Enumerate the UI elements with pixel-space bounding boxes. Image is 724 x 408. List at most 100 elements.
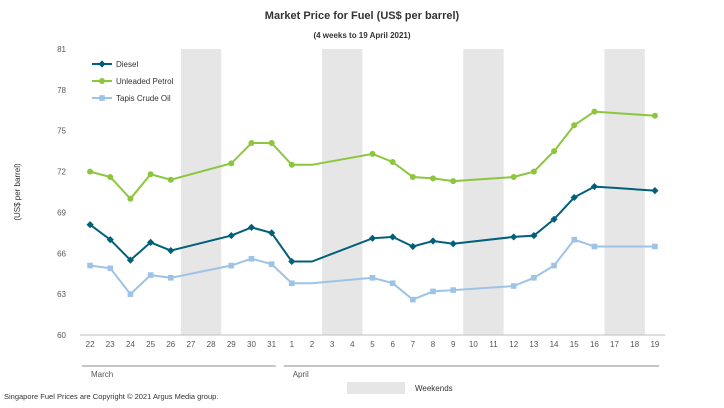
data-point <box>289 280 295 287</box>
data-point <box>410 296 416 303</box>
data-point <box>510 174 517 181</box>
data-point <box>571 122 578 129</box>
y-tick-label: 78 <box>57 86 66 95</box>
month-label: April <box>293 370 309 379</box>
x-tick-label: 25 <box>146 340 155 349</box>
x-tick-label: 15 <box>570 340 579 349</box>
data-point <box>530 168 537 175</box>
series-diesel <box>86 182 659 266</box>
series-lines <box>86 108 659 303</box>
data-point <box>652 243 658 250</box>
x-tick-label: 1 <box>290 340 295 349</box>
legend-item: Tapis Crude Oil <box>92 94 171 103</box>
x-tick-label: 29 <box>227 340 236 349</box>
y-tick-label: 63 <box>57 290 66 299</box>
weekend-legend-swatch <box>347 382 405 394</box>
x-tick-label: 14 <box>550 340 559 349</box>
series-unleaded-petrol <box>87 108 658 202</box>
data-point <box>591 108 598 115</box>
x-tick-label: 26 <box>166 340 175 349</box>
data-point <box>126 256 135 264</box>
data-point <box>87 262 93 269</box>
chart-title: Market Price for Fuel (US$ per barrel) <box>265 10 460 22</box>
y-tick-label: 81 <box>57 45 66 54</box>
data-point <box>449 240 457 248</box>
data-point <box>227 231 235 240</box>
y-tick-label: 60 <box>57 331 66 340</box>
data-point <box>167 246 175 255</box>
x-tick-label: 18 <box>630 340 639 349</box>
data-point <box>107 265 114 272</box>
legend-label: Diesel <box>116 60 138 69</box>
data-point <box>288 257 296 266</box>
x-tick-label: 22 <box>86 340 95 349</box>
month-label: March <box>91 370 113 379</box>
legend: Diesel Unleaded Petrol Tapis Crude Oil <box>92 60 174 103</box>
data-point <box>571 236 578 243</box>
data-point <box>268 229 276 237</box>
data-point <box>369 150 376 157</box>
legend-item: Unleaded Petrol <box>92 77 174 86</box>
x-tick-label: 24 <box>126 340 135 349</box>
x-axis-ticks: 22 23 24 25 26 27 28 29 30 31 1 2 3 4 5 6 7 8 9 10 11 12 13 14 1… <box>86 340 660 349</box>
data-point <box>127 195 134 202</box>
data-point <box>550 215 558 223</box>
y-tick-label: 66 <box>57 249 66 258</box>
data-point <box>389 233 397 241</box>
data-point <box>570 193 578 202</box>
x-tick-label: 8 <box>431 340 436 349</box>
x-tick-label: 11 <box>489 340 498 349</box>
weekend-bands <box>180 49 645 335</box>
legend-item: Diesel <box>92 60 138 69</box>
y-axis-ticks: 60 63 66 69 72 75 78 81 <box>57 45 66 340</box>
data-point <box>530 231 538 240</box>
x-tick-label: 12 <box>509 340 518 349</box>
data-point <box>590 182 598 191</box>
data-point <box>107 174 114 181</box>
y-tick-label: 69 <box>57 208 66 217</box>
data-point <box>430 175 437 182</box>
legend-label: Tapis Crude Oil <box>116 94 171 103</box>
weekend-band-0 <box>180 49 222 335</box>
data-point <box>409 242 417 251</box>
data-point <box>591 243 598 250</box>
data-point <box>531 275 537 281</box>
data-point <box>248 139 255 146</box>
weekend-band-2 <box>463 49 504 335</box>
data-point <box>288 161 295 168</box>
data-point <box>651 112 658 119</box>
x-tick-label: 2 <box>310 340 315 349</box>
x-tick-label: 30 <box>247 340 256 349</box>
legend-label: Unleaded Petrol <box>116 77 174 86</box>
x-tick-label: 31 <box>267 340 276 349</box>
y-tick-label: 72 <box>57 168 66 177</box>
data-point <box>651 187 659 195</box>
x-tick-label: 17 <box>610 340 619 349</box>
series-tapis-crude-oil <box>87 236 658 303</box>
data-point <box>268 139 275 146</box>
data-point <box>450 178 457 185</box>
x-tick-label: 5 <box>370 340 375 349</box>
x-tick-label: 28 <box>207 340 216 349</box>
data-point <box>86 221 94 229</box>
x-tick-label: 27 <box>186 340 195 349</box>
x-tick-label: 23 <box>106 340 115 349</box>
x-tick-label: 3 <box>330 340 335 349</box>
data-point <box>167 275 174 281</box>
data-point <box>409 174 416 181</box>
weekend-legend-label: Weekends <box>415 384 453 393</box>
x-tick-label: 16 <box>590 340 599 349</box>
weekend-legend: Weekends <box>347 382 453 394</box>
data-point <box>389 159 396 166</box>
legend-marker <box>98 60 106 68</box>
data-point <box>268 261 275 267</box>
chart-subtitle: (4 weeks to 19 April 2021) <box>313 31 410 40</box>
data-point <box>551 148 558 155</box>
data-point <box>368 234 377 242</box>
data-point <box>167 176 174 183</box>
data-point <box>369 275 376 281</box>
data-point <box>248 255 255 262</box>
x-tick-label: 10 <box>469 340 478 349</box>
data-point <box>147 272 154 278</box>
x-tick-label: 19 <box>650 340 659 349</box>
